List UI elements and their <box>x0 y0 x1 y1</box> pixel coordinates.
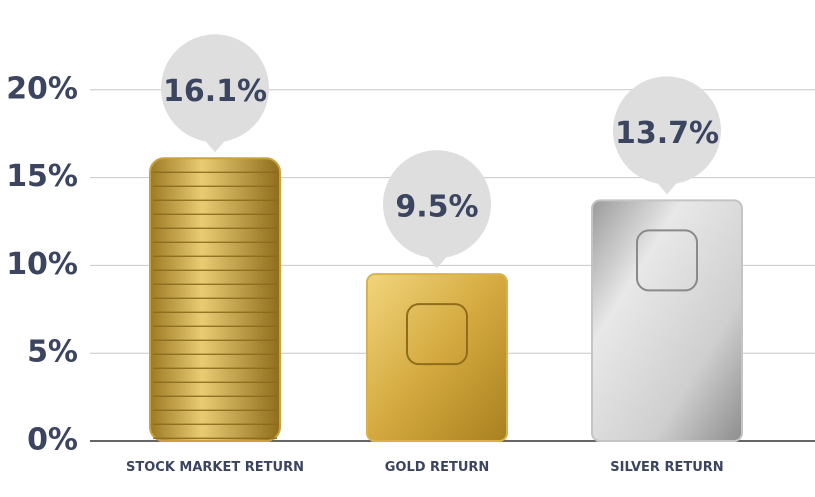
bubble-pointer <box>425 254 449 269</box>
label-bubble <box>383 150 491 259</box>
value-label: 9.5% <box>395 190 478 225</box>
y-tick-label: 0% <box>27 423 78 458</box>
y-tick-label: 20% <box>6 71 78 106</box>
bar <box>149 157 281 442</box>
bar-stamp <box>636 229 698 292</box>
y-tick-label: 10% <box>6 247 78 282</box>
y-tick-label: 5% <box>27 335 78 370</box>
bar-stamp <box>406 303 468 366</box>
x-tick-label: SILVER RETURN <box>610 460 724 475</box>
bar <box>591 199 743 442</box>
x-tick-label: GOLD RETURN <box>384 460 490 475</box>
label-bubble <box>613 76 721 185</box>
value-label: 16.1% <box>163 74 267 109</box>
x-tick-label: STOCK MARKET RETURN <box>126 460 304 475</box>
bubble-pointer <box>203 138 227 153</box>
bar <box>366 273 508 442</box>
bubble-pointer <box>655 180 679 195</box>
value-label: 13.7% <box>615 116 719 151</box>
label-bubble <box>161 34 269 143</box>
y-tick-label: 15% <box>6 159 78 194</box>
